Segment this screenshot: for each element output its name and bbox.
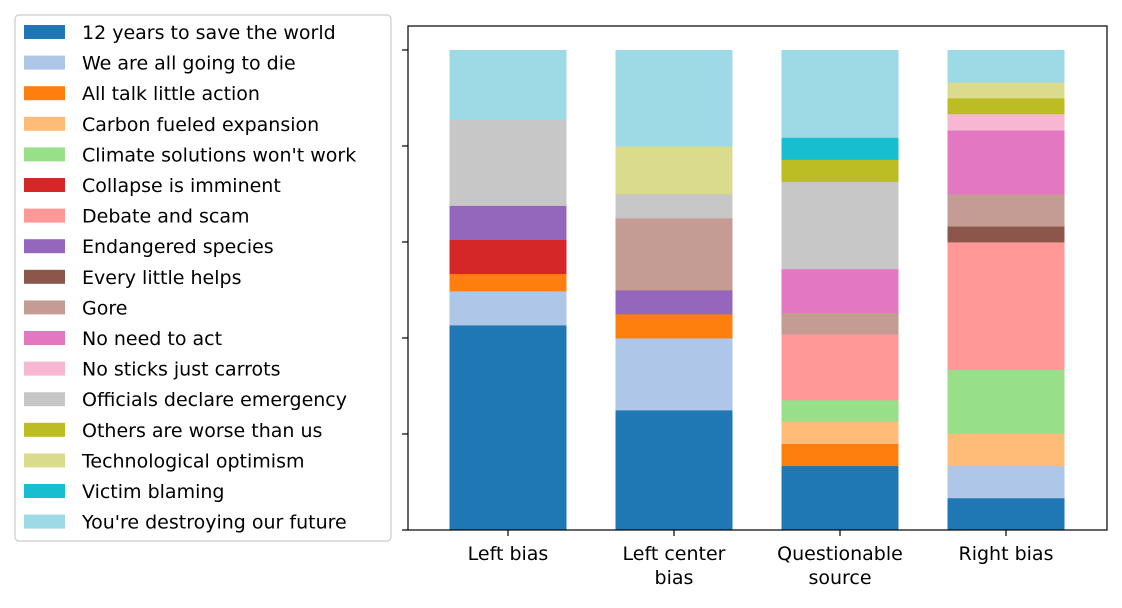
bars [449, 50, 1065, 531]
legend-swatch-15 [24, 484, 65, 498]
x-tick-label-0-0: Left bias [468, 543, 549, 565]
x-tick-label-3-0: Right bias [959, 543, 1054, 565]
legend-label-16: You're destroying our future [81, 512, 347, 534]
bar-segment-2-10 [781, 268, 899, 313]
bar-segment-2-0 [781, 465, 899, 531]
legend-frame [14, 14, 392, 542]
legend-label-4: Climate solutions won't work [82, 144, 356, 166]
legend-swatch-14 [24, 453, 65, 468]
bar-segment-0-2 [449, 273, 567, 292]
legend: 12 years to save the world We are all goi… [14, 14, 392, 542]
legend-swatch-3 [24, 116, 65, 131]
legend-swatch-8 [24, 269, 65, 284]
bar-segment-0-12 [449, 119, 567, 206]
x-tick-label-1-0: Left center [623, 543, 726, 565]
x-tick-label-2-1: source [808, 567, 871, 589]
x-tick-label-1-1: bias [655, 567, 694, 589]
bar-segment-3-9 [947, 194, 1065, 227]
legend-swatch-10 [24, 331, 65, 345]
bar-segment-1-2 [615, 314, 733, 339]
legend-label-5: Collapse is imminent [82, 175, 281, 197]
bar-segment-0-7 [449, 205, 567, 240]
bar-segment-1-12 [615, 194, 733, 219]
plot-frame [407, 25, 1108, 531]
legend-label-12: Officials declare emergency [82, 389, 347, 411]
bar-segment-3-6 [947, 242, 1065, 371]
bar-segment-1-9 [615, 218, 733, 291]
legend-label-13: Others are worse than us [82, 420, 322, 442]
legend-swatch-4 [24, 147, 65, 162]
bar-segment-0-16 [449, 50, 567, 120]
bar-segment-2-9 [781, 312, 899, 335]
legend-label-9: Gore [82, 297, 127, 319]
bar-segment-3-10 [947, 130, 1065, 195]
legend-swatch-7 [24, 239, 65, 254]
bar-segment-2-12 [781, 181, 899, 270]
legend-swatch-6 [24, 208, 65, 223]
legend-label-14: Technological optimism [81, 450, 304, 472]
bar-segment-3-14 [947, 82, 1065, 99]
legend-label-11: No sticks just carrots [82, 359, 281, 381]
legend-swatch-1 [24, 55, 65, 70]
legend-swatch-16 [24, 514, 65, 529]
legend-label-3: Carbon fueled expansion [82, 114, 319, 136]
bar-segment-3-3 [947, 433, 1065, 467]
bar-segment-3-16 [947, 50, 1065, 83]
legend-label-10: No need to act [82, 328, 222, 350]
bar-segment-1-0 [615, 410, 733, 531]
bar-segment-3-8 [947, 226, 1065, 243]
bar-segment-0-0 [449, 325, 567, 531]
legend-label-6: Debate and scam [82, 206, 249, 228]
bar-segment-1-16 [615, 50, 733, 147]
legend-label-0: 12 years to save the world [82, 22, 336, 44]
bar-segment-2-16 [781, 50, 899, 138]
legend-label-8: Every little helps [82, 267, 241, 289]
legend-swatch-9 [24, 300, 65, 315]
legend-label-15: Victim blaming [82, 481, 224, 503]
x-tick-label-2-0: Questionable [777, 543, 903, 565]
bar-segment-1-7 [615, 290, 733, 315]
bar-segment-2-6 [781, 334, 899, 401]
bar-segment-2-13 [781, 159, 899, 182]
bar-segment-1-1 [615, 338, 733, 411]
bar-segment-1-14 [615, 146, 733, 195]
legend-swatch-12 [24, 392, 65, 407]
bar-segment-2-2 [781, 443, 899, 467]
bar-segment-3-4 [947, 369, 1065, 434]
legend-swatch-2 [24, 86, 65, 101]
legend-swatch-5 [24, 178, 65, 192]
bar-segment-3-11 [947, 113, 1065, 131]
legend-label-7: Endangered species [82, 236, 274, 258]
bar-segment-2-4 [781, 399, 899, 422]
bar-segment-3-1 [947, 465, 1065, 499]
legend-label-1: We are all going to die [82, 53, 296, 75]
bar-segment-0-5 [449, 239, 567, 275]
legend-swatch-13 [24, 422, 65, 437]
bar-segment-2-15 [781, 137, 899, 160]
legend-swatch-11 [24, 361, 65, 376]
bar-segment-3-13 [947, 98, 1065, 115]
bar-segment-2-3 [781, 421, 899, 444]
legend-label-2: All talk little action [82, 83, 260, 105]
legend-swatch-0 [24, 25, 65, 39]
bar-segment-3-0 [947, 497, 1065, 531]
bar-segment-0-1 [449, 290, 567, 326]
